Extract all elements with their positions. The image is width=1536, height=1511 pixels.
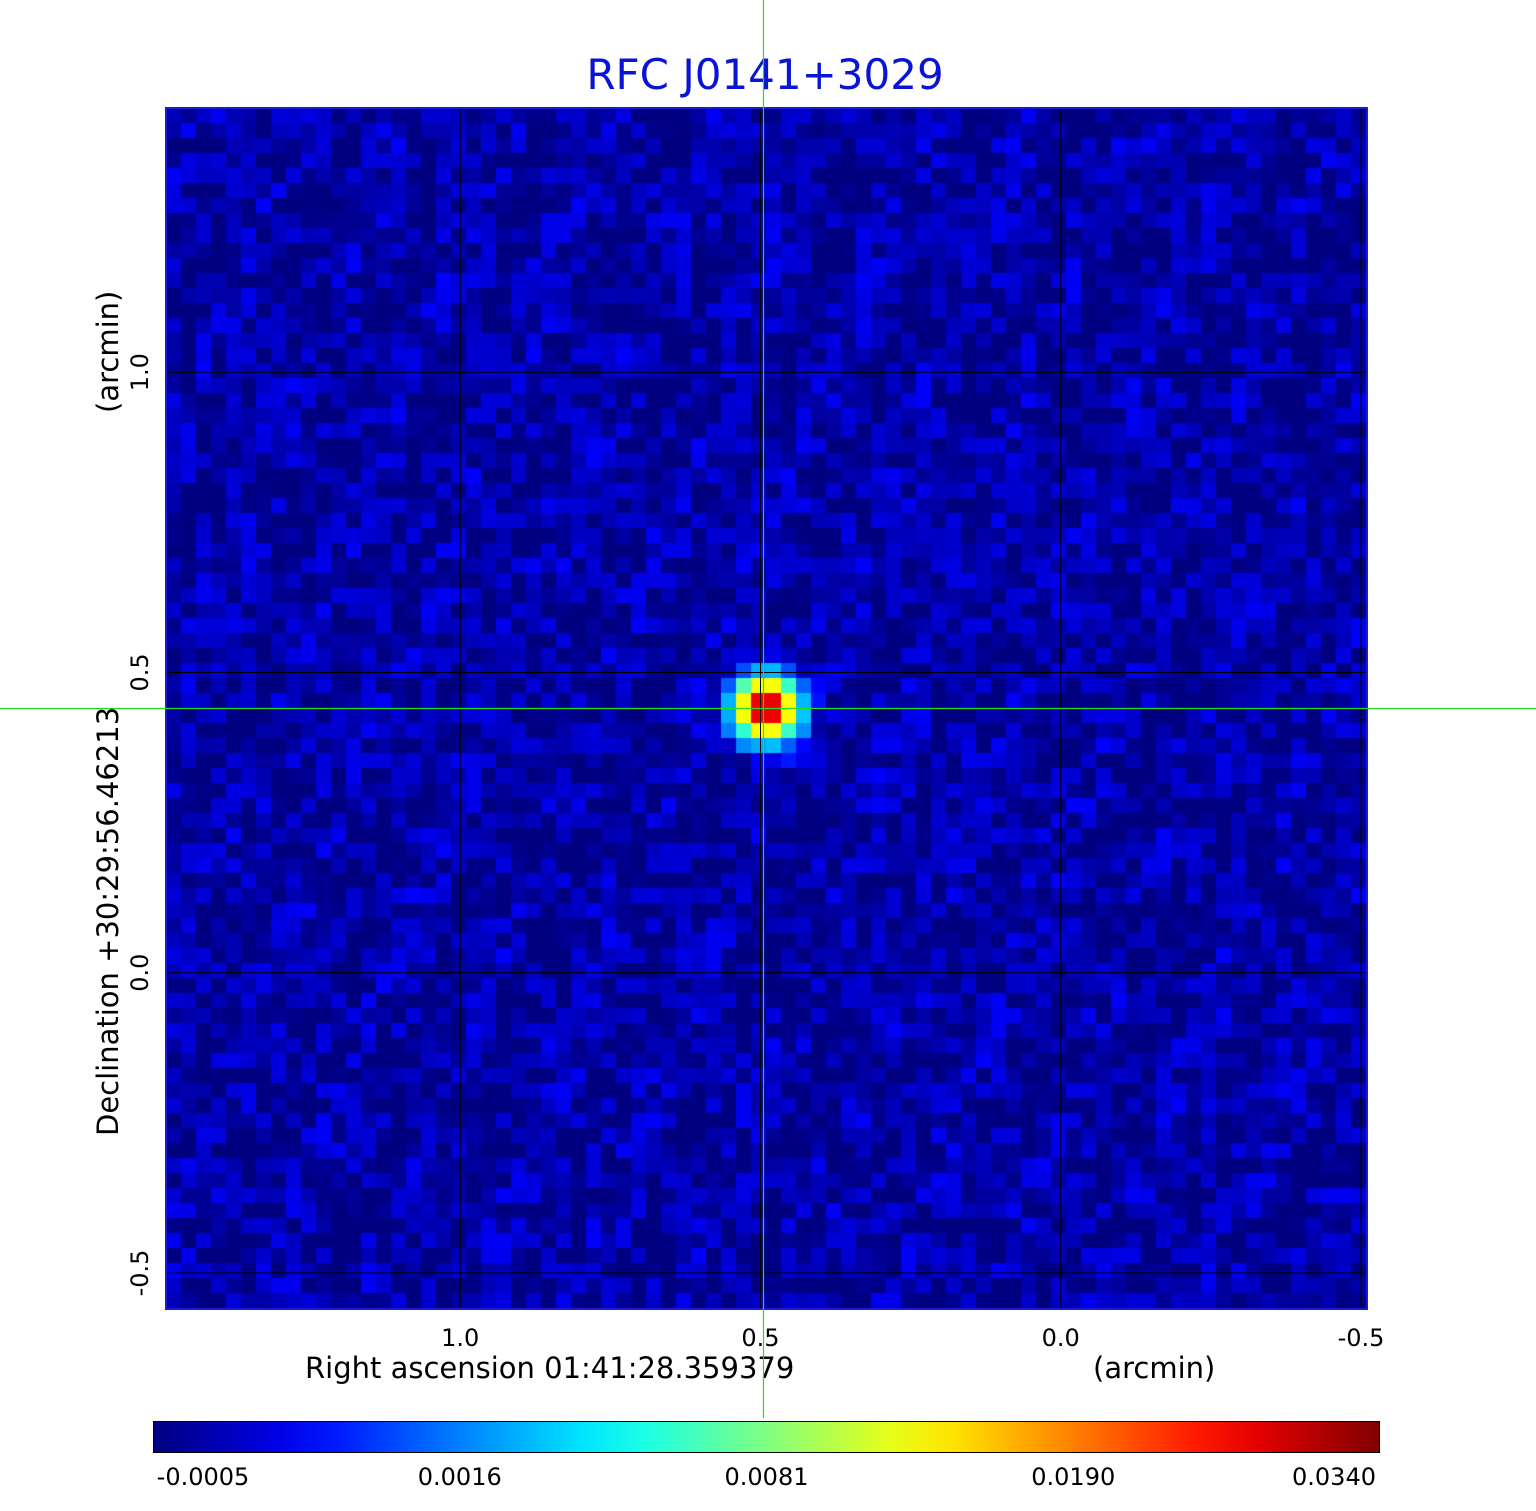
x-tick-label: 1.0	[441, 1324, 479, 1352]
y-tick-label: 1.0	[126, 353, 154, 391]
y-axis-unit: (arcmin)	[91, 291, 125, 413]
colorbar-tick-label: -0.0005	[156, 1463, 250, 1491]
colorbar-tick-label: 0.0190	[1031, 1463, 1116, 1491]
y-tick-label: 0.0	[126, 954, 154, 992]
colorbar-tick-label: 0.0340	[1292, 1463, 1376, 1491]
x-axis-label: Right ascension 01:41:28.359379	[305, 1351, 794, 1385]
x-tick-label: -0.5	[1338, 1324, 1385, 1352]
y-axis-label: Declination +30:29:56.46213	[91, 707, 125, 1136]
sky-image[interactable]	[166, 108, 1367, 1309]
x-tick-label: 0.0	[1042, 1324, 1080, 1352]
y-tick-label: -0.5	[126, 1250, 154, 1297]
colorbar-tick-label: 0.0081	[724, 1463, 809, 1491]
x-tick-labels: 1.0 0.5 0.0 -0.5	[441, 1324, 1384, 1352]
chart-title: RFC J0141+3029	[586, 50, 944, 99]
intensity-map	[166, 108, 1367, 1309]
y-tick-labels: 1.0 0.5 0.0 -0.5	[126, 353, 154, 1296]
x-tick-label: 0.5	[741, 1324, 779, 1352]
colorbar-tick-label: 0.0016	[417, 1463, 502, 1491]
y-tick-label: 0.5	[126, 653, 154, 691]
x-axis-unit: (arcmin)	[1093, 1351, 1215, 1385]
colorbar	[153, 1421, 1380, 1453]
